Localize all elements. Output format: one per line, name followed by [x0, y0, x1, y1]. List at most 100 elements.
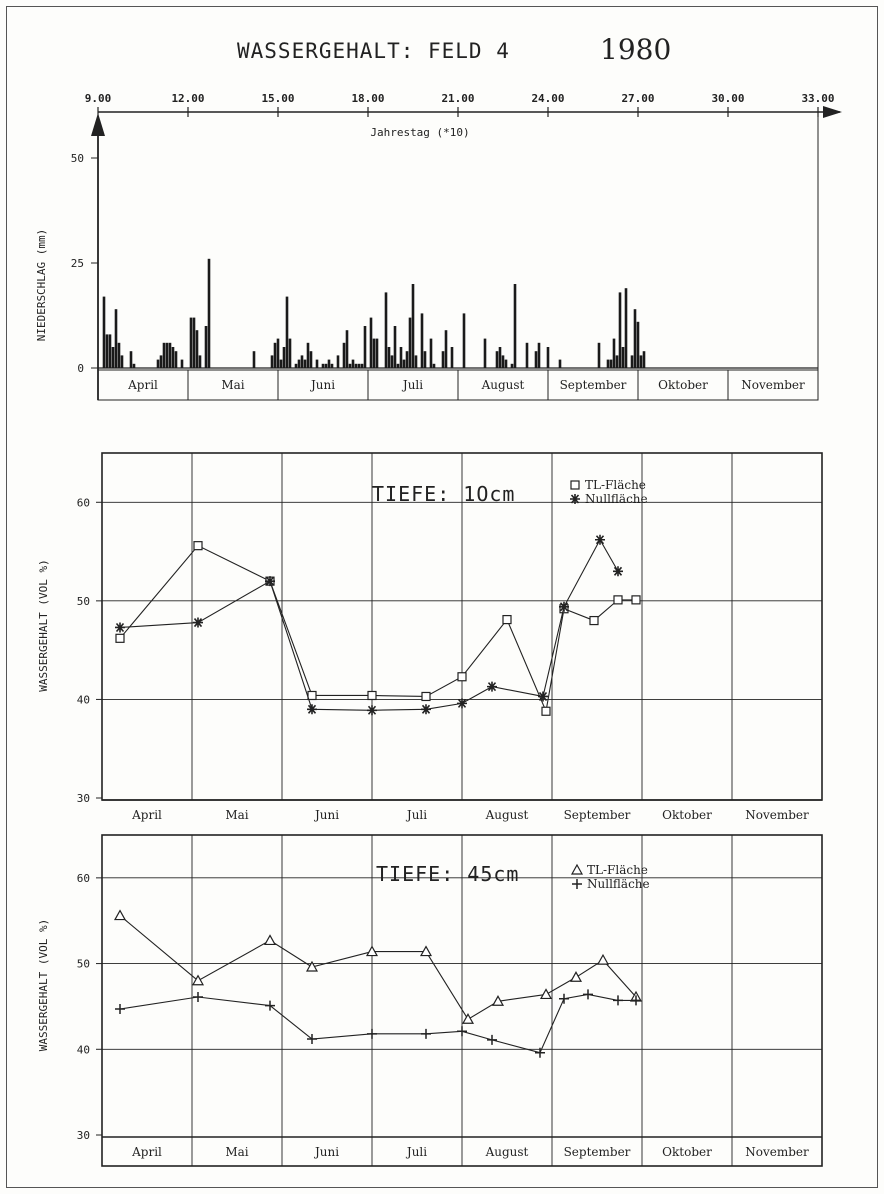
- precip-bar: [399, 347, 403, 368]
- x-axis-label: Jahrestag (*10): [370, 126, 469, 139]
- precip-bar: [504, 359, 508, 368]
- precip-bar: [624, 288, 628, 368]
- month-label: September: [564, 1145, 631, 1159]
- figure-frame: [6, 6, 878, 1188]
- precip-bar: [351, 359, 355, 368]
- month-label: Oktober: [658, 378, 708, 392]
- precip-bar: [282, 347, 286, 368]
- precip-bar: [639, 355, 643, 368]
- marker-square: [421, 691, 431, 702]
- precip-bar: [621, 347, 625, 368]
- precip-bar: [102, 296, 106, 368]
- marker-triangle: [305, 960, 319, 972]
- precip-bar: [354, 363, 358, 368]
- precip-bar: [432, 363, 436, 368]
- y-axis-arrow: [91, 113, 105, 136]
- precip-bar: [609, 359, 613, 368]
- precip-bar: [396, 363, 400, 368]
- precip-bar: [420, 313, 424, 368]
- month-label: August: [485, 808, 529, 822]
- precip-bar: [444, 330, 448, 368]
- precip-bar: [615, 355, 619, 368]
- legend-entry: TL-Fläche: [587, 863, 648, 877]
- precip-bar: [360, 363, 364, 368]
- marker-asterisk: [193, 617, 203, 628]
- y-tick-label: 60: [77, 496, 90, 509]
- precip-bar: [441, 351, 445, 368]
- precip-bar: [375, 338, 379, 368]
- figure-title: WASSERGEHALT: FELD 4: [237, 39, 510, 63]
- marker-plus: [487, 1034, 497, 1045]
- precip-bar: [348, 363, 352, 368]
- precip-bar: [630, 355, 634, 368]
- marker-square: [457, 672, 467, 682]
- month-label: September: [560, 378, 627, 392]
- precip-bar: [633, 309, 637, 368]
- precip-bar: [558, 359, 562, 368]
- month-label: November: [745, 808, 809, 822]
- y-tick-label: 0: [77, 362, 84, 375]
- precip-bar: [510, 363, 514, 368]
- precip-bar: [315, 359, 319, 368]
- precip-bar: [114, 309, 118, 368]
- marker-square: [115, 633, 125, 643]
- y-tick-label: 50: [77, 595, 90, 608]
- precip-bar: [636, 321, 640, 368]
- precip-bar: [192, 317, 196, 368]
- precip-bar: [483, 338, 487, 368]
- precip-bar: [159, 355, 163, 368]
- marker-triangle: [569, 971, 583, 982]
- precip-bar: [429, 338, 433, 368]
- precip-bar: [105, 334, 109, 368]
- legend-entry: Nullfläche: [585, 492, 648, 506]
- y-axis-label: WASSERGEHALT (VOL %): [37, 919, 50, 1051]
- x-tick-label: 18.00: [351, 92, 384, 105]
- x-axis-arrow: [823, 106, 842, 118]
- precip-bar: [111, 347, 115, 368]
- precip-bar: [174, 351, 178, 368]
- marker-triangle: [263, 934, 277, 946]
- marker-triangle: [491, 995, 505, 1006]
- y-axis-label: NIEDERSCHLAG (mm): [35, 229, 48, 342]
- precip-bar: [252, 351, 256, 368]
- precip-bar: [618, 292, 622, 368]
- precip-bar: [195, 330, 199, 368]
- month-label: Oktober: [662, 1145, 712, 1159]
- marker-plus: [572, 879, 582, 889]
- precip-bar: [162, 342, 166, 368]
- precip-bar: [288, 338, 292, 368]
- month-label: Mai: [221, 378, 244, 392]
- precip-bar: [525, 342, 529, 368]
- marker-plus: [421, 1028, 431, 1039]
- marker-asterisk: [570, 494, 580, 504]
- precip-bar: [309, 351, 313, 368]
- x-tick-label: 21.00: [441, 92, 474, 105]
- y-axis-label: WASSERGEHALT (VOL %): [37, 559, 50, 691]
- precip-bar: [462, 313, 466, 368]
- marker-triangle: [461, 1013, 475, 1024]
- month-label: Mai: [225, 1145, 248, 1159]
- marker-plus: [559, 993, 569, 1004]
- precip-bar: [165, 342, 169, 368]
- precip-bar: [120, 355, 124, 368]
- legend-entry: Nullfläche: [587, 877, 650, 891]
- month-label: April: [127, 378, 158, 392]
- marker-square: [541, 706, 551, 716]
- marker-square: [613, 595, 623, 605]
- month-label: November: [745, 1145, 809, 1159]
- precip-bar: [402, 359, 406, 368]
- month-label: Mai: [225, 808, 248, 822]
- precip-bar: [117, 342, 121, 368]
- precip-bar: [408, 317, 412, 368]
- precip-bar: [450, 347, 454, 368]
- marker-plus: [307, 1034, 317, 1044]
- marker-square: [502, 614, 512, 625]
- x-tick-label: 33.00: [801, 92, 834, 105]
- precip-bar: [276, 338, 280, 368]
- marker-triangle: [570, 863, 584, 875]
- marker-plus: [583, 989, 593, 1000]
- marker-asterisk: [538, 691, 548, 702]
- water-content-45cm-chart: 30 40 50 60 April Mai Juni Juli August September O…: [37, 834, 823, 1167]
- precip-bar: [423, 351, 427, 368]
